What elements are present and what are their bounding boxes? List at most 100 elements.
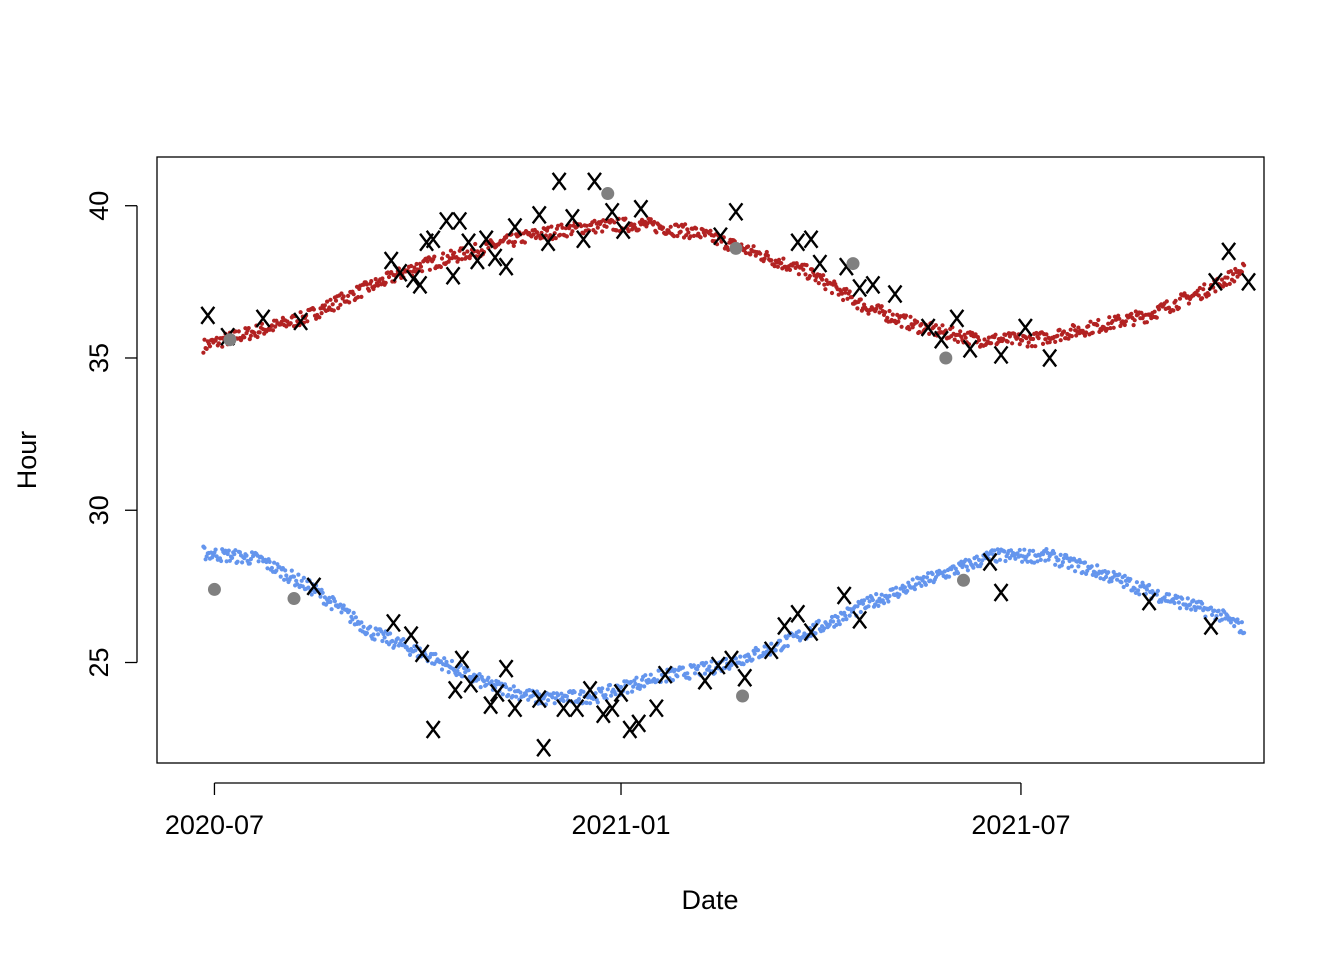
dot-point (1166, 592, 1172, 597)
x-marker-point (724, 650, 739, 669)
dot-point (219, 558, 224, 564)
dot-point (1131, 323, 1136, 328)
dot-point (927, 331, 932, 336)
x-marker-point (540, 233, 556, 252)
dot-point (604, 224, 609, 229)
y-tick-label: 35 (84, 343, 114, 373)
x-marker-point (993, 583, 1009, 602)
dot-point (1069, 334, 1074, 339)
dot-point (584, 700, 589, 706)
dot-point (883, 310, 888, 315)
dot-point (322, 303, 327, 308)
dot-point (570, 229, 575, 234)
dot-point (555, 223, 561, 228)
dot-point (1013, 556, 1018, 561)
dot-point (534, 230, 540, 235)
x-marker-point (454, 650, 470, 669)
dot-point (283, 568, 288, 573)
dot-point (319, 311, 324, 316)
dot-point (1096, 317, 1101, 323)
dot-point (1076, 325, 1081, 330)
dot-point (1177, 606, 1183, 611)
dot-point (876, 603, 881, 609)
x-marker-point (1017, 318, 1033, 337)
dot-point (655, 678, 660, 683)
dot-point (248, 557, 253, 562)
dot-point (1110, 319, 1115, 324)
dot-point (633, 681, 638, 687)
dot-point (963, 335, 968, 340)
dot-point (982, 337, 987, 342)
dot-point (930, 571, 935, 577)
dot-point (1177, 296, 1183, 301)
dot-point (380, 276, 385, 281)
dot-point (870, 597, 876, 603)
dot-point (1197, 285, 1202, 291)
x-marker-point (498, 257, 514, 276)
dot-point (581, 689, 586, 694)
dot-point (372, 637, 377, 642)
dot-point (847, 613, 852, 618)
dot-point (843, 613, 848, 618)
dot-point (272, 560, 277, 565)
dot-point (386, 274, 392, 280)
dot-point (600, 686, 605, 691)
dot-point (1031, 548, 1036, 554)
x-marker-point (595, 705, 611, 724)
dot-point (270, 328, 276, 333)
dot-point (549, 224, 554, 229)
dot-point (612, 220, 617, 225)
dot-point (351, 292, 356, 297)
dot-point (1078, 560, 1083, 565)
dot-point (1106, 321, 1111, 326)
dot-point (764, 249, 769, 255)
dot-point (845, 296, 850, 301)
dot-point (989, 341, 994, 346)
dot-point (1095, 563, 1100, 568)
dot-point (997, 557, 1003, 562)
dot-point (273, 324, 278, 329)
dot-point (522, 240, 528, 245)
dot-point (512, 239, 518, 245)
dot-point (361, 624, 366, 630)
dot-point (1231, 272, 1236, 277)
dot-point (232, 552, 237, 557)
dot-point (202, 337, 207, 342)
dot-point (823, 287, 828, 292)
dot-point (1173, 298, 1178, 303)
dot-point (940, 323, 945, 328)
dot-point (834, 622, 839, 628)
x-marker-point (1207, 272, 1223, 292)
x-marker-point (469, 251, 485, 270)
dot-point (928, 578, 933, 583)
dot-point (269, 323, 274, 328)
dot-point (1111, 325, 1116, 330)
dot-point (511, 243, 516, 248)
dot-point (873, 602, 878, 607)
dot-point (1156, 307, 1162, 312)
dot-point (917, 329, 922, 335)
dot-point (1044, 547, 1049, 552)
dot-point (952, 337, 957, 342)
dot-point (240, 560, 245, 565)
dot-point (504, 684, 509, 690)
x-marker-point (255, 309, 271, 328)
dot-point (341, 294, 346, 299)
dot-point (866, 604, 871, 609)
dot-point (933, 323, 939, 328)
x-marker-point (447, 680, 463, 700)
x-marker-point (1042, 348, 1058, 368)
dot-point (1123, 319, 1128, 324)
dot-point (1038, 557, 1043, 563)
dot-point (553, 696, 558, 701)
x-marker-point (657, 665, 673, 684)
dot-point (1015, 335, 1020, 340)
dot-point (432, 254, 437, 259)
y-tick-label: 25 (84, 647, 114, 677)
dot-point (1147, 582, 1152, 588)
dot-point (223, 548, 228, 553)
dot-point (915, 319, 920, 324)
dot-point (919, 583, 924, 589)
dot-point (446, 670, 451, 675)
dot-point (1002, 549, 1007, 554)
